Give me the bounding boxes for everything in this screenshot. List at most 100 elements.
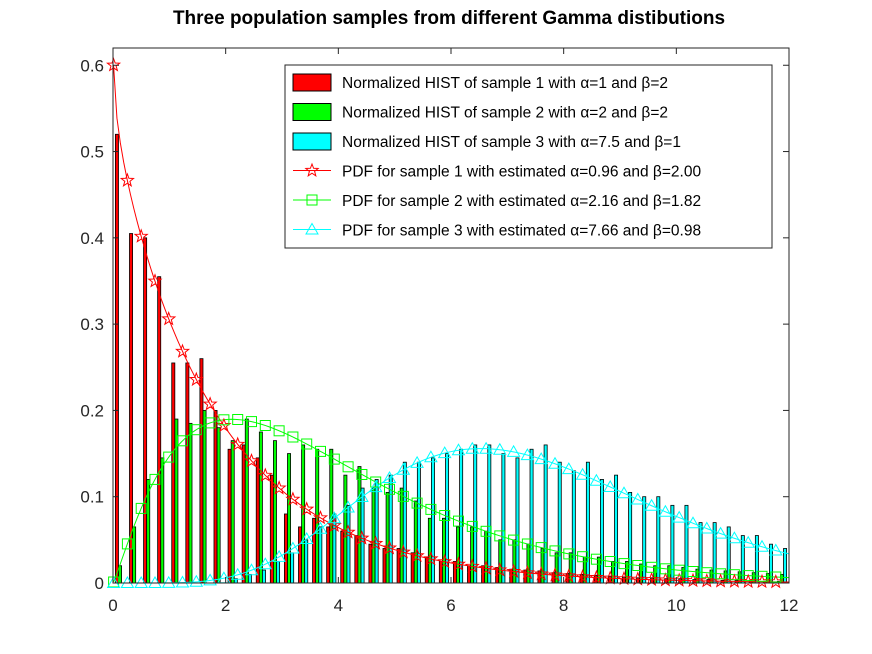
pdf-marker-s2-19 (370, 476, 382, 488)
pdf-marker-s1-29 (506, 563, 522, 578)
x-tick-label-2: 2 (221, 596, 230, 615)
pdf-marker-s2-12 (273, 425, 285, 437)
pdf-marker-s3-6 (189, 574, 204, 587)
bar-s2-5 (188, 422, 193, 584)
bar-s2-17 (357, 466, 362, 584)
bar-s3-18 (374, 479, 379, 584)
pdf-marker-s1-37 (616, 570, 632, 586)
pdf-marker-s2-17 (342, 461, 354, 473)
pdf-marker-s3-25 (451, 443, 466, 456)
bar-s3-12 (290, 552, 295, 584)
pdf-marker-s3-36 (603, 479, 618, 492)
pdf-marker-s1-25 (450, 556, 466, 571)
bar-s2-27 (498, 539, 503, 584)
pdf-marker-s1-35 (588, 569, 604, 584)
pdf-marker-s2-46 (742, 570, 754, 582)
bar-s3-15 (332, 513, 337, 584)
bar-s2-19 (385, 491, 390, 584)
x-tick-label-0: 0 (108, 596, 117, 615)
y-axis-ticks: 0 0.1 0.2 0.3 0.4 0.5 0.6 (80, 56, 789, 593)
x-tick-label-6: 6 (446, 596, 455, 615)
pdf-marker-s2-44 (715, 568, 727, 580)
pdf-marker-s3-7 (203, 573, 217, 586)
pdf-marker-s2-25 (453, 515, 464, 527)
bar-s3-28 (515, 457, 520, 584)
pdf-marker-s2-15 (315, 445, 326, 457)
pdf-marker-s1-4 (161, 311, 177, 326)
y-tick-label-0.3: 0.3 (80, 315, 104, 334)
pdf-marker-s3-47 (755, 539, 769, 552)
pdf-marker-s1-9 (230, 436, 246, 451)
bar-s1-15 (326, 526, 331, 584)
legend-label-pdf-2: PDF for sample 2 with estimated α=2.16 a… (342, 193, 701, 210)
legend-box (284, 64, 773, 249)
legend-swatch-hist-2 (292, 103, 332, 121)
bar-s3-34 (600, 479, 604, 584)
pdf-marker-s2-8 (218, 414, 230, 426)
legend-label-hist-3: Normalized HIST of sample 3 with α=7.5 a… (342, 134, 681, 151)
pdf-marker-s3-48 (768, 543, 783, 556)
pdf-marker-s3-29 (506, 444, 521, 457)
pdf-marker-s3-33 (561, 462, 576, 475)
bar-s2-25 (470, 526, 475, 584)
pdf-marker-s1-33 (561, 568, 577, 583)
bar-s3-29 (529, 448, 534, 584)
pdf-marker-s3-26 (465, 441, 480, 454)
pdf-marker-s2-23 (425, 503, 437, 515)
pdf-marker-s1-30 (519, 564, 535, 580)
pdf-marker-s3-19 (368, 480, 383, 493)
pdf-marker-s3-44 (713, 526, 728, 539)
bar-s2-26 (484, 530, 489, 584)
pdf-marker-s2-18 (356, 469, 368, 480)
pdf-marker-s3-28 (492, 442, 507, 455)
bar-s1-10 (255, 457, 260, 584)
pdf-marker-s2-29 (508, 534, 520, 546)
pdf-marker-s3-40 (658, 504, 673, 517)
bar-s1-20 (396, 548, 401, 584)
pdf-marker-s1-10 (243, 452, 260, 468)
pdf-marker-s3-45 (727, 531, 742, 544)
pdf-marker-s2-43 (701, 567, 713, 579)
pdf-marker-s1-27 (478, 560, 494, 575)
pdf-marker-s2-40 (659, 563, 671, 575)
pdf-marker-s2-24 (439, 510, 451, 521)
bar-s2-28 (512, 539, 517, 584)
legend-swatch-hist-1 (292, 73, 332, 92)
pdf-marker-s3-31 (534, 452, 549, 465)
pdf-marker-s2-36 (604, 556, 616, 567)
bar-s3-14 (318, 526, 323, 584)
bar-s3-26 (487, 444, 492, 584)
pdf-marker-s2-34 (577, 551, 589, 563)
bar-s1-9 (241, 444, 246, 584)
bar-s2-24 (456, 526, 460, 584)
bar-s2-20 (399, 487, 404, 584)
pdf-marker-s2-3 (149, 473, 161, 485)
bar-s2-10 (258, 431, 263, 584)
bar-s1-2 (143, 237, 148, 584)
bar-s1-0 (114, 133, 119, 584)
pdf-marker-s1-28 (492, 562, 508, 577)
pdf-marker-s1-1 (119, 172, 135, 187)
pdf-marker-s2-22 (411, 497, 423, 509)
bar-s3-27 (501, 453, 506, 584)
pdf-marker-s1-43 (699, 573, 715, 588)
pdf-marker-s2-16 (328, 453, 340, 465)
pdf-marker-s3-35 (589, 473, 604, 486)
bar-s1-17 (354, 535, 359, 584)
bar-s2-7 (216, 427, 221, 584)
pdf-marker-s1-6 (188, 371, 204, 387)
pdf-line-s2 (113, 418, 790, 583)
pdf-marker-s3-2 (134, 575, 149, 588)
bar-s1-13 (298, 526, 302, 584)
pdf-marker-s1-16 (326, 517, 342, 532)
pdf-marker-s2-14 (301, 438, 313, 450)
pdf-marker-s1-19 (368, 535, 384, 550)
bar-s2-21 (413, 500, 418, 584)
pdf-marker-s2-10 (246, 416, 257, 428)
bar-s1-16 (340, 530, 345, 584)
pdf-marker-s3-20 (382, 470, 397, 483)
pdf-marker-s1-2 (133, 228, 149, 243)
pdf-marker-s3-42 (686, 516, 700, 529)
pdf-marker-s2-32 (549, 545, 561, 557)
